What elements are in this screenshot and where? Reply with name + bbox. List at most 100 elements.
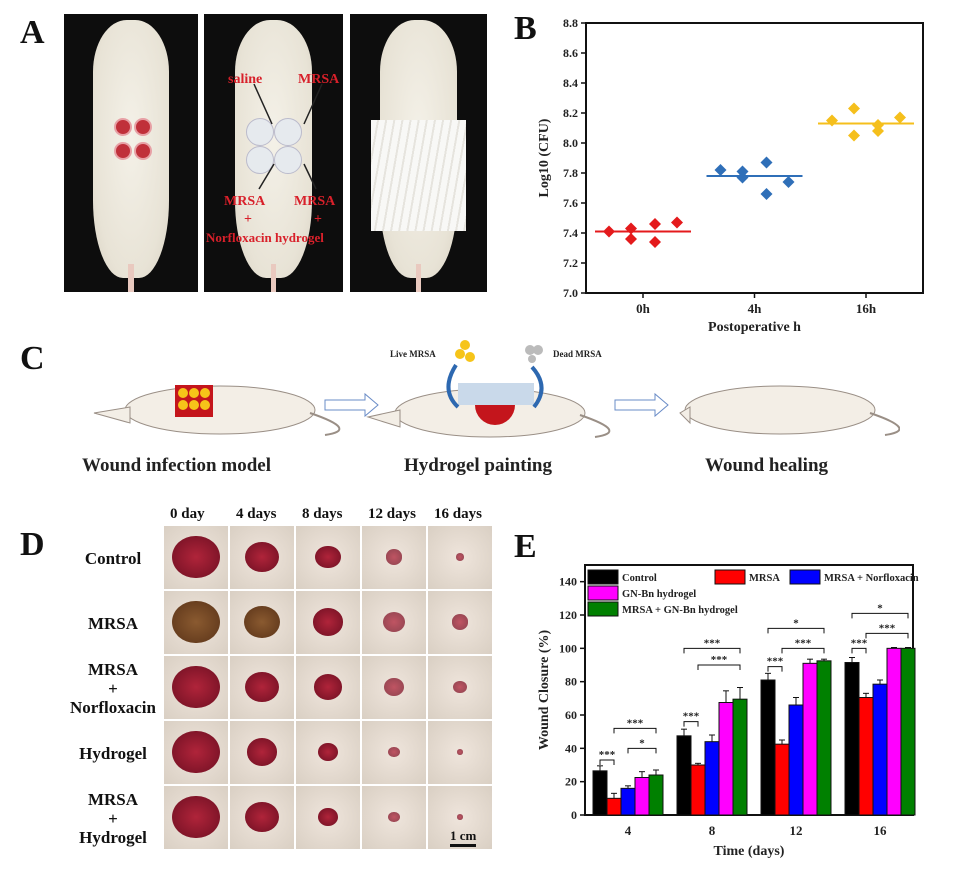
- column-header: 8 days: [302, 506, 343, 522]
- legend-label: MRSA + Norfloxacin: [824, 573, 919, 584]
- bar: [690, 764, 706, 816]
- wound: [245, 541, 279, 573]
- x-tick-label: 4: [625, 823, 632, 838]
- y-axis-label: Wound Closure (%): [537, 630, 552, 751]
- significance-label: ***: [711, 654, 728, 666]
- y-tick-label: 7.4: [563, 226, 578, 240]
- label-mrsa: MRSA: [298, 72, 340, 87]
- arrow-right-icon: [324, 392, 379, 418]
- significance-label: *: [793, 617, 799, 629]
- wound-photo: [296, 591, 360, 654]
- y-tick-label: 120: [559, 608, 577, 622]
- panel-label-c: C: [20, 340, 45, 377]
- x-tick-label: 0h: [636, 301, 651, 316]
- wound-photo: [230, 591, 294, 654]
- y-tick-label: 7.8: [563, 166, 578, 180]
- significance-label: ***: [599, 749, 616, 761]
- label-plus-left: +: [244, 212, 252, 227]
- panel-label-d: D: [20, 526, 45, 563]
- bar: [718, 702, 734, 816]
- panel-label-e: E: [514, 528, 537, 565]
- wound-photo: [296, 656, 360, 719]
- wound-photo: [362, 591, 426, 654]
- y-tick-label: 20: [565, 775, 577, 789]
- bar: [802, 662, 818, 816]
- label-plus-right: +: [314, 212, 322, 227]
- wound-photo: [164, 721, 228, 784]
- column-header: 0 day: [170, 506, 205, 522]
- x-axis-label: Time (days): [714, 844, 785, 859]
- row-label-line: MRSA: [87, 790, 139, 809]
- bar: [648, 774, 664, 816]
- data-point: [782, 176, 795, 188]
- bar: [816, 660, 832, 816]
- pointer-arrows: [253, 83, 323, 190]
- y-tick-label: 8.6: [563, 46, 578, 60]
- wound: [172, 730, 220, 774]
- wound: [382, 611, 406, 633]
- legend-swatch: [587, 569, 619, 585]
- significance-label: ***: [851, 637, 868, 649]
- wound: [245, 671, 279, 703]
- significance-label: ***: [627, 717, 644, 729]
- significance-bracket: [767, 627, 825, 634]
- wound: [455, 553, 465, 561]
- wound: [246, 738, 278, 766]
- column-header: 12 days: [368, 506, 416, 522]
- panel-label-a: A: [20, 14, 45, 51]
- significance-label: ***: [879, 622, 896, 634]
- wound: [385, 549, 403, 565]
- row-label-line: Hydrogel: [79, 744, 147, 763]
- column-header: 16 days: [434, 506, 482, 522]
- wound: [457, 814, 463, 820]
- data-point: [760, 156, 773, 169]
- bar: [634, 777, 650, 816]
- wound-photo: [428, 591, 492, 654]
- bar: [620, 787, 636, 816]
- row-label-line: MRSA: [87, 614, 139, 633]
- y-tick-label: 8.2: [563, 106, 578, 120]
- y-tick-label: 7.0: [563, 286, 578, 300]
- mouse-infected: [93, 385, 341, 436]
- row-label-line: Hydrogel: [79, 828, 147, 847]
- label-mrsa-bottom-right: MRSA: [294, 194, 336, 209]
- bar: [606, 797, 622, 816]
- bar: [844, 662, 860, 816]
- data-point: [649, 218, 661, 230]
- data-point: [736, 165, 749, 178]
- live-mrsa-label: Live MRSA: [390, 349, 436, 359]
- wound: [384, 678, 404, 696]
- wound: [388, 811, 400, 823]
- bar: [900, 647, 916, 816]
- legend-label: MRSA + GN-Bn hydrogel: [622, 605, 738, 616]
- bar: [886, 647, 902, 816]
- y-axis-label: Log10 (CFU): [537, 118, 552, 197]
- legend-swatch: [587, 585, 619, 601]
- row-label-line: +: [108, 679, 118, 698]
- wound: [314, 674, 342, 700]
- label-norfloxacin-hydrogel: Norfloxacin hydrogel: [206, 230, 324, 245]
- significance-bracket: [613, 727, 657, 734]
- significance-bracket: [599, 759, 615, 765]
- wound-closure-bar-chart: 0 20 40 60 80 100 120 140 4 8 12 16 Time (days) Wound…: [537, 564, 919, 859]
- wound: [453, 680, 467, 694]
- wound: [318, 808, 338, 826]
- data-point: [826, 114, 838, 127]
- wound-photo: [230, 721, 294, 784]
- row-label: MRSA + Norfloxacin: [68, 660, 158, 717]
- bar: [774, 743, 790, 816]
- row-label-line: Control: [84, 549, 142, 568]
- wound-photo: [428, 656, 492, 719]
- legend-swatch: [587, 601, 619, 617]
- wound-photo: [428, 786, 492, 849]
- wound: [172, 600, 220, 644]
- y-tick-label: 40: [565, 741, 577, 755]
- legend-swatch: [714, 569, 746, 585]
- bar: [704, 741, 720, 816]
- wound-photo: [428, 526, 492, 589]
- significance-bracket: [865, 632, 909, 639]
- significance-label: ***: [767, 656, 784, 668]
- wound-photo: [428, 721, 492, 784]
- rat-photo-wounds: [64, 14, 198, 292]
- wound: [172, 665, 220, 709]
